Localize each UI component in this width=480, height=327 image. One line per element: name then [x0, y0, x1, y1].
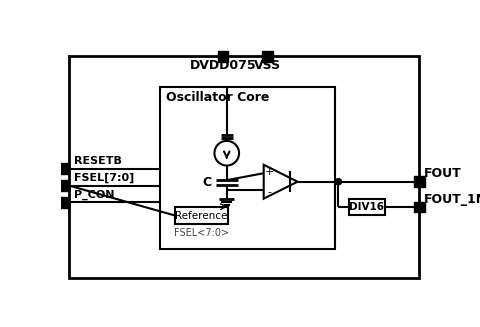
Circle shape: [336, 179, 341, 185]
Text: +: +: [264, 167, 274, 177]
Text: P_CON: P_CON: [73, 190, 114, 200]
Bar: [217, 51, 228, 61]
Text: FSEL<7:0>: FSEL<7:0>: [174, 228, 229, 238]
Text: Oscillator Core: Oscillator Core: [166, 91, 269, 104]
Text: DVDD075: DVDD075: [190, 59, 256, 72]
Text: Reference: Reference: [175, 211, 228, 221]
Text: FOUT: FOUT: [424, 167, 462, 181]
Bar: [58, 197, 69, 208]
Bar: [349, 199, 384, 215]
Text: C: C: [202, 176, 211, 189]
Text: FSEL[7:0]: FSEL[7:0]: [73, 173, 134, 183]
Bar: [414, 176, 425, 187]
Text: DIV16: DIV16: [349, 202, 384, 212]
Text: -: -: [267, 187, 271, 197]
Bar: [58, 180, 69, 191]
Bar: [414, 202, 425, 213]
Bar: [160, 87, 336, 249]
Bar: [175, 207, 228, 224]
Bar: [69, 56, 419, 278]
Text: FOUT_1M: FOUT_1M: [424, 193, 480, 206]
Text: RESETB: RESETB: [73, 156, 121, 166]
Text: VSS: VSS: [254, 59, 281, 72]
Bar: [262, 51, 273, 61]
Bar: [58, 163, 69, 174]
